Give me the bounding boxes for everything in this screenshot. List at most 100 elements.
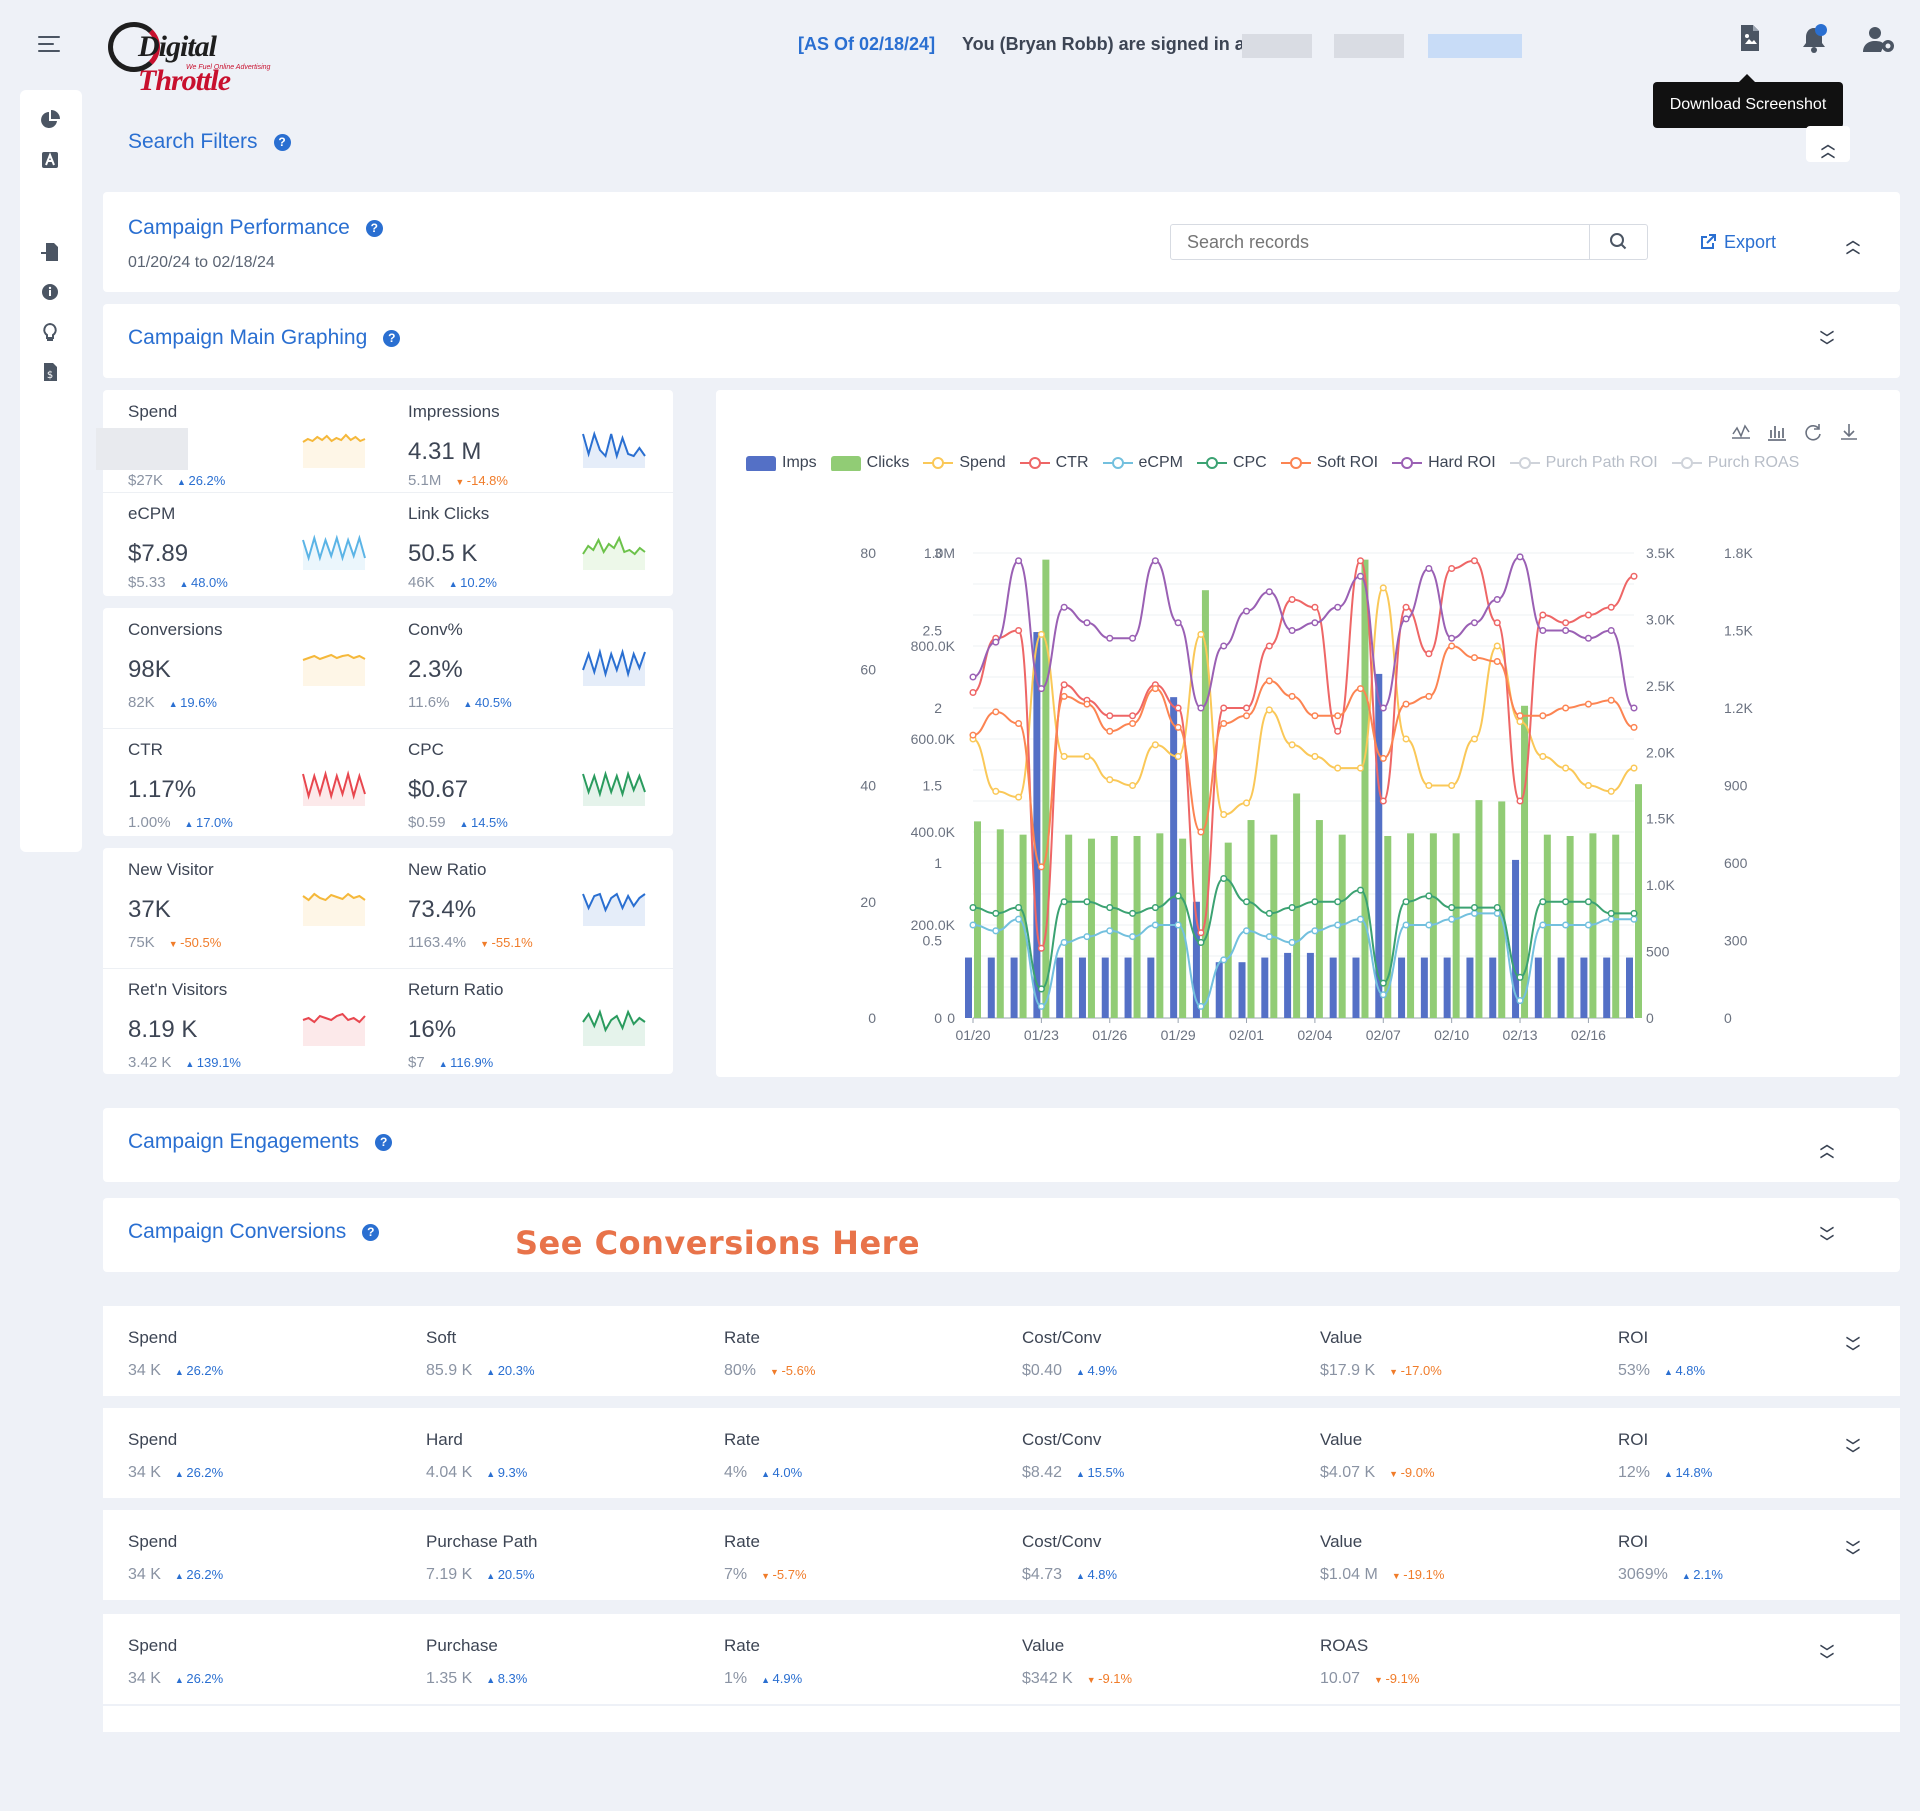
- user-settings-icon[interactable]: [1862, 24, 1890, 54]
- legend-item[interactable]: Clicks: [831, 454, 910, 472]
- chevrons-down-icon[interactable]: ﹀ ﹀: [1845, 1544, 1861, 1560]
- data-point: [1586, 635, 1592, 641]
- legend-item[interactable]: eCPM: [1103, 454, 1183, 472]
- conversion-change: ▲ 26.2%: [175, 1363, 223, 1378]
- metric-tile: Ret'n Visitors 8.19 K 3.42 K ▲ 139.1%: [103, 968, 383, 1084]
- bar-imps: [1352, 958, 1359, 1018]
- bar-clicks: [1020, 835, 1027, 1018]
- search-filters-title[interactable]: Search Filters: [128, 130, 258, 153]
- data-point: [1153, 686, 1159, 692]
- legend-item[interactable]: Purch ROAS: [1672, 454, 1800, 472]
- chevrons-down-icon[interactable]: ﹀ ﹀: [1819, 1648, 1835, 1664]
- axis-tick-label: 600.0K: [911, 731, 956, 747]
- help-icon[interactable]: ?: [274, 134, 291, 151]
- bar-chart-icon[interactable]: [1766, 422, 1788, 444]
- conversion-row: Spend 34 K ▲ 26.2% Hard 4.04 K ▲ 9.3% Rate 4% ▲ …: [103, 1408, 1900, 1498]
- bar-imps: [1330, 958, 1337, 1018]
- pie-chart-icon[interactable]: [40, 110, 60, 130]
- x-tick-label: 02/04: [1297, 1027, 1332, 1043]
- lightbulb-icon[interactable]: [40, 322, 60, 342]
- menu-icon[interactable]: [38, 36, 60, 54]
- data-point: [1380, 585, 1386, 591]
- bell-icon[interactable]: [1800, 24, 1828, 54]
- conversion-change: ▲ 26.2%: [175, 1671, 223, 1686]
- arrow-down-icon: ▼: [1389, 1469, 1400, 1479]
- series-line-ctr: [973, 561, 1634, 949]
- legend-item[interactable]: CPC: [1197, 454, 1267, 472]
- search-button[interactable]: [1589, 225, 1647, 259]
- data-point: [1631, 911, 1637, 917]
- data-point: [1608, 697, 1614, 703]
- conversion-cell: Value $17.9 K ▼ -17.0%: [1295, 1306, 1585, 1396]
- help-icon[interactable]: ?: [366, 220, 383, 237]
- legend-item[interactable]: Soft ROI: [1281, 454, 1378, 472]
- metric-label: Ret'n Visitors: [128, 980, 227, 1000]
- chevrons-down-icon[interactable]: ﹀ ﹀: [1819, 1230, 1835, 1246]
- legend-item[interactable]: Hard ROI: [1392, 454, 1496, 472]
- bar-imps: [988, 958, 995, 1018]
- axis-tick-label: 2.5K: [1646, 678, 1675, 694]
- legend-item[interactable]: CTR: [1020, 454, 1089, 472]
- axis-tick-label: 1.0M: [924, 545, 955, 561]
- search-input[interactable]: [1171, 225, 1591, 259]
- invoice-icon[interactable]: $: [40, 362, 60, 382]
- x-tick-label: 02/07: [1366, 1027, 1401, 1043]
- campaign-performance-title[interactable]: Campaign Performance: [128, 216, 350, 239]
- metric-value: $0.67: [408, 776, 468, 804]
- legend-item[interactable]: Imps: [746, 454, 817, 472]
- chevrons-down-icon[interactable]: ﹀ ﹀: [1819, 334, 1835, 350]
- line-chart-icon[interactable]: [1730, 422, 1752, 444]
- bar-imps: [1512, 860, 1519, 1018]
- data-point: [1449, 916, 1455, 922]
- conversion-value: 4.04 K ▲ 9.3%: [426, 1464, 527, 1482]
- axis-tick-label: 200.0K: [911, 917, 956, 933]
- chevrons-down-icon[interactable]: ﹀ ﹀: [1845, 1340, 1861, 1356]
- data-point: [1175, 725, 1181, 731]
- file-import-icon[interactable]: [40, 242, 60, 262]
- legend-item[interactable]: Spend: [923, 454, 1005, 472]
- campaign-conversions-title[interactable]: Campaign Conversions: [128, 1220, 346, 1243]
- info-icon[interactable]: [40, 282, 60, 302]
- conversion-change: ▼ -5.7%: [761, 1567, 806, 1582]
- data-point: [1130, 911, 1136, 917]
- data-point: [1540, 713, 1546, 719]
- legend-item[interactable]: Purch Path ROI: [1510, 454, 1658, 472]
- data-point: [1198, 705, 1204, 711]
- export-button[interactable]: Export: [1700, 232, 1776, 253]
- ad-icon[interactable]: [40, 150, 60, 170]
- metric-tile: New Visitor 37K 75K ▼ -50.5%: [103, 848, 383, 950]
- data-point: [1244, 608, 1250, 614]
- data-point: [1221, 643, 1227, 649]
- conversion-change: ▲ 26.2%: [175, 1465, 223, 1480]
- data-point: [1107, 713, 1113, 719]
- metric-value: 1.17%: [128, 776, 196, 804]
- icon-sidebar: $: [20, 90, 82, 852]
- collapse-button[interactable]: ︿ ︿: [1806, 126, 1850, 162]
- help-icon[interactable]: ?: [383, 330, 400, 347]
- data-point: [1380, 980, 1386, 986]
- sparkline: [581, 1006, 647, 1048]
- axis-tick-label: 1.5K: [1724, 623, 1753, 639]
- logo[interactable]: Digital Throttle We Fuel Online Advertis…: [108, 20, 298, 74]
- chevrons-up-icon: ︿ ︿: [1820, 140, 1836, 156]
- chevrons-up-icon[interactable]: ︿ ︿: [1845, 236, 1861, 252]
- chevrons-up-icon[interactable]: ︿ ︿: [1819, 1140, 1835, 1156]
- data-point: [1426, 694, 1432, 700]
- download-icon[interactable]: [1838, 422, 1860, 444]
- campaign-main-graphing-title[interactable]: Campaign Main Graphing: [128, 326, 367, 349]
- axis-tick-label: 2.0K: [1646, 744, 1675, 760]
- data-point: [1016, 558, 1022, 564]
- download-screenshot-icon[interactable]: [1738, 24, 1766, 54]
- conversion-change: ▲ 26.2%: [175, 1567, 223, 1582]
- metric-previous: 3.42 K ▲ 139.1%: [128, 1054, 241, 1071]
- data-point: [993, 928, 999, 934]
- campaign-engagements-title[interactable]: Campaign Engagements: [128, 1130, 359, 1153]
- refresh-icon[interactable]: [1802, 422, 1824, 444]
- conversion-cell: Rate 1% ▲ 4.9%: [699, 1614, 989, 1704]
- help-icon[interactable]: ?: [375, 1134, 392, 1151]
- data-point: [1563, 922, 1569, 928]
- metric-change: ▲ 26.2%: [177, 473, 225, 488]
- legend-label: Soft ROI: [1317, 454, 1378, 472]
- help-icon[interactable]: ?: [362, 1224, 379, 1241]
- chevrons-down-icon[interactable]: ﹀ ﹀: [1845, 1442, 1861, 1458]
